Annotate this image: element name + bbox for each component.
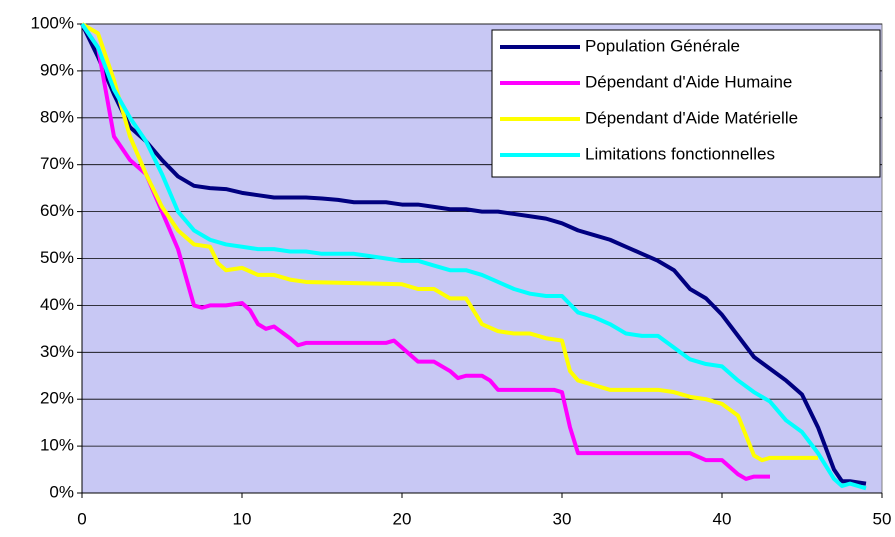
- legend-label: Dépendant d'Aide Humaine: [585, 72, 792, 91]
- y-tick-label: 40%: [40, 295, 74, 314]
- x-tick-label: 30: [553, 509, 572, 528]
- y-tick-label: 30%: [40, 342, 74, 361]
- x-tick-label: 40: [713, 509, 732, 528]
- y-tick-label: 100%: [31, 13, 74, 32]
- y-tick-label: 60%: [40, 201, 74, 220]
- y-tick-label: 50%: [40, 248, 74, 267]
- y-tick-label: 70%: [40, 154, 74, 173]
- legend-label: Limitations fonctionnelles: [585, 144, 775, 163]
- legend-label: Population Générale: [585, 36, 740, 55]
- series-line: [80, 23, 867, 486]
- x-tick-label: 50: [873, 509, 892, 528]
- legend-box: [491, 29, 881, 178]
- series-line: [80, 22, 770, 481]
- x-tick-label: 20: [393, 509, 412, 528]
- series-line: [80, 22, 867, 491]
- y-tick-label: 80%: [40, 107, 74, 126]
- y-tick-label: 90%: [40, 60, 74, 79]
- legend-label: Dépendant d'Aide Matérielle: [585, 108, 798, 127]
- y-tick-label: 20%: [40, 389, 74, 408]
- y-tick-label: 10%: [40, 436, 74, 455]
- series-line: [80, 22, 818, 463]
- x-tick-label: 10: [233, 509, 252, 528]
- x-tick-label: 0: [77, 509, 86, 528]
- y-tick-label: 0%: [49, 482, 74, 501]
